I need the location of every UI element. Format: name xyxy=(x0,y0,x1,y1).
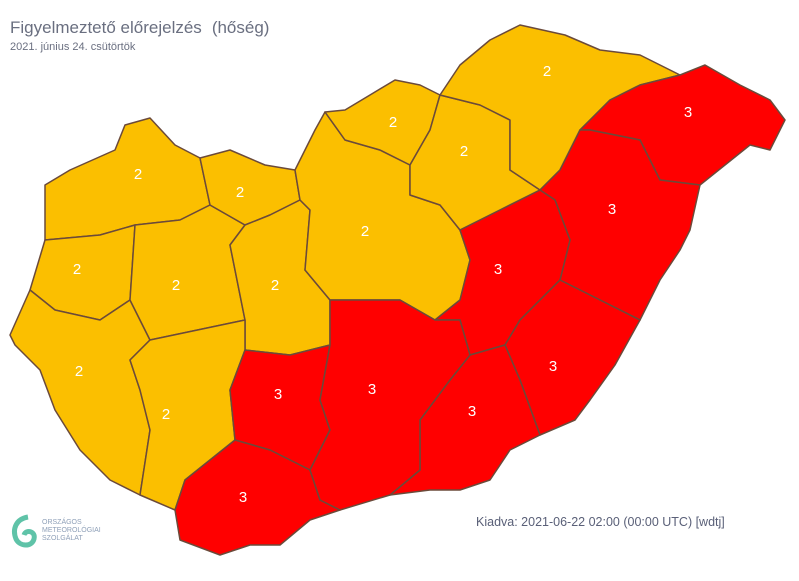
warning-level-label: 2 xyxy=(543,63,551,80)
warning-level-label: 3 xyxy=(608,201,616,218)
warning-level-label: 3 xyxy=(274,386,282,403)
warning-level-label: 2 xyxy=(172,277,180,294)
logo-line: SZOLGÁLAT xyxy=(42,535,83,542)
warning-level-label: 2 xyxy=(460,143,468,160)
warning-level-label: 3 xyxy=(549,358,557,375)
warning-level-label: 3 xyxy=(684,104,692,121)
issued-timestamp: Kiadva: 2021-06-22 02:00 (00:00 UTC) [wd… xyxy=(476,515,725,529)
county-bacs[interactable] xyxy=(309,299,471,511)
omsz-logo: ORSZÁGOS METEOROLÓGIAI SZOLGÁLAT xyxy=(10,513,101,549)
warning-level-label: 3 xyxy=(494,261,502,278)
warning-level-label: 3 xyxy=(468,403,476,420)
warning-level-label: 3 xyxy=(239,489,247,506)
logo-line: ORSZÁGOS xyxy=(42,519,82,526)
county-veszprem[interactable] xyxy=(129,204,246,341)
warning-level-label: 2 xyxy=(236,184,244,201)
warning-level-label: 2 xyxy=(73,261,81,278)
warning-level-label: 2 xyxy=(389,114,397,131)
warning-level-label: 2 xyxy=(75,363,83,380)
title-text: Figyelmeztető előrejelzés xyxy=(10,18,202,37)
warning-level-label: 2 xyxy=(271,277,279,294)
warning-level-label: 3 xyxy=(368,381,376,398)
logo-swirl-icon xyxy=(12,514,37,548)
title-hazard: (hőség) xyxy=(211,18,270,37)
logo-line: METEOROLÓGIAI xyxy=(42,527,101,534)
warning-level-label: 2 xyxy=(134,166,142,183)
warning-level-label: 2 xyxy=(361,223,369,240)
page-title: Figyelmeztető előrejelzés (hőség) xyxy=(10,18,269,38)
warning-level-label: 2 xyxy=(162,406,170,423)
forecast-date: 2021. június 24. csütörtök xyxy=(10,41,136,53)
county-zala[interactable] xyxy=(9,289,151,496)
